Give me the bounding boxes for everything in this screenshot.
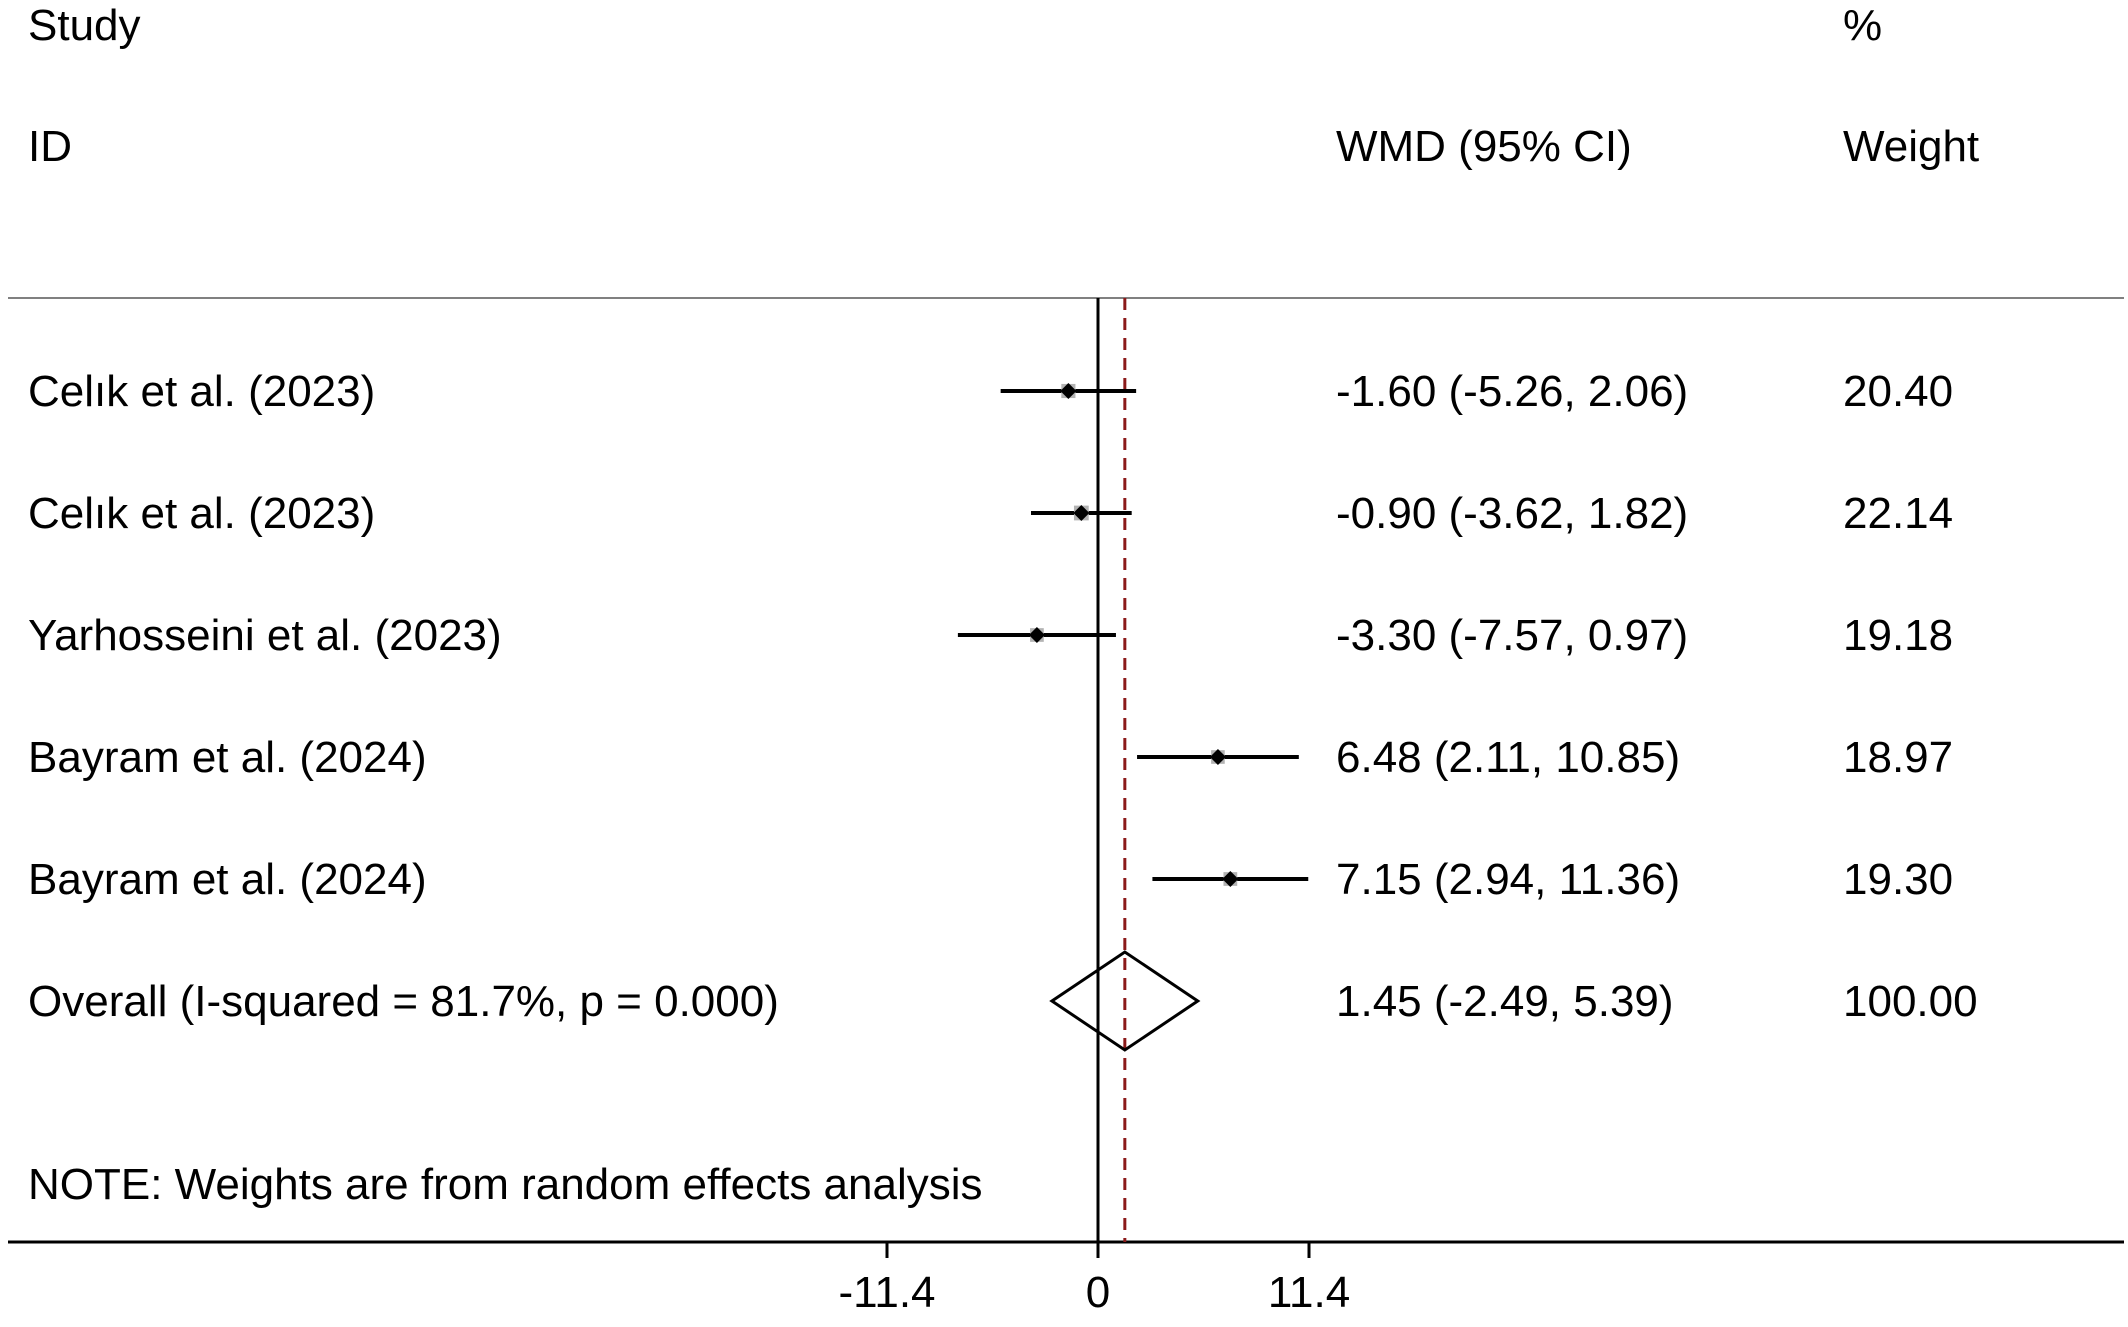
weight-text: 22.14 bbox=[1843, 489, 1953, 538]
x-tick-label: -11.4 bbox=[838, 1268, 935, 1317]
effect-ci-text: 6.48 (2.11, 10.85) bbox=[1336, 733, 1680, 782]
x-tick-label: 11.4 bbox=[1268, 1268, 1350, 1317]
weight-text: 19.30 bbox=[1843, 855, 1953, 904]
study-rows: Celık et al. (2023) -1.60 (-5.26, 2.06) 20… bbox=[28, 367, 1953, 904]
study-label: Yarhosseini et al. (2023) bbox=[28, 611, 502, 660]
weight-header: Weight bbox=[1843, 122, 1979, 171]
weight-text: 20.40 bbox=[1843, 367, 1953, 416]
x-axis-ticks: -11.4 0 11.4 bbox=[838, 1242, 1350, 1317]
study-label: Bayram et al. (2024) bbox=[28, 733, 427, 782]
effect-header: WMD (95% CI) bbox=[1336, 122, 1632, 171]
id-header: ID bbox=[28, 122, 72, 171]
effect-ci-text: -0.90 (-3.62, 1.82) bbox=[1336, 489, 1688, 538]
weight-text: 19.18 bbox=[1843, 611, 1953, 660]
point-estimate bbox=[1060, 383, 1077, 399]
effect-ci-text: -3.30 (-7.57, 0.97) bbox=[1336, 611, 1688, 660]
study-row: Bayram et al. (2024) 6.48 (2.11, 10.85) 18… bbox=[28, 733, 1953, 782]
point-estimate bbox=[1222, 871, 1239, 887]
overall-diamond bbox=[1049, 950, 1201, 1052]
study-label: Bayram et al. (2024) bbox=[28, 855, 427, 904]
study-header: Study bbox=[28, 1, 141, 50]
effect-ci-text: -1.60 (-5.26, 2.06) bbox=[1336, 367, 1688, 416]
study-row: Celık et al. (2023) -0.90 (-3.62, 1.82) 22… bbox=[28, 489, 1953, 538]
effect-ci-text: 7.15 (2.94, 11.36) bbox=[1336, 855, 1680, 904]
study-row: Yarhosseini et al. (2023) -3.30 (-7.57, 0… bbox=[28, 611, 1953, 660]
point-estimate bbox=[1209, 749, 1226, 765]
weight-text: 18.97 bbox=[1843, 733, 1953, 782]
study-label: Celık et al. (2023) bbox=[28, 367, 375, 416]
weight-percent-header: % bbox=[1843, 1, 1882, 50]
overall-label: Overall (I-squared = 81.7%, p = 0.000) bbox=[28, 977, 779, 1026]
note-text: NOTE: Weights are from random effects an… bbox=[28, 1160, 983, 1209]
overall-weight-text: 100.00 bbox=[1843, 977, 1978, 1026]
study-row: Bayram et al. (2024) 7.15 (2.94, 11.36) 19… bbox=[28, 855, 1953, 904]
point-estimate bbox=[1073, 505, 1090, 521]
overall-ci-text: 1.45 (-2.49, 5.39) bbox=[1336, 977, 1674, 1026]
x-tick-label: 0 bbox=[1086, 1268, 1110, 1317]
point-estimate bbox=[1028, 627, 1045, 643]
study-label: Celık et al. (2023) bbox=[28, 489, 375, 538]
study-row: Celık et al. (2023) -1.60 (-5.26, 2.06) 20… bbox=[28, 367, 1953, 416]
overall-row: Overall (I-squared = 81.7%, p = 0.000) 1.… bbox=[28, 950, 1978, 1052]
